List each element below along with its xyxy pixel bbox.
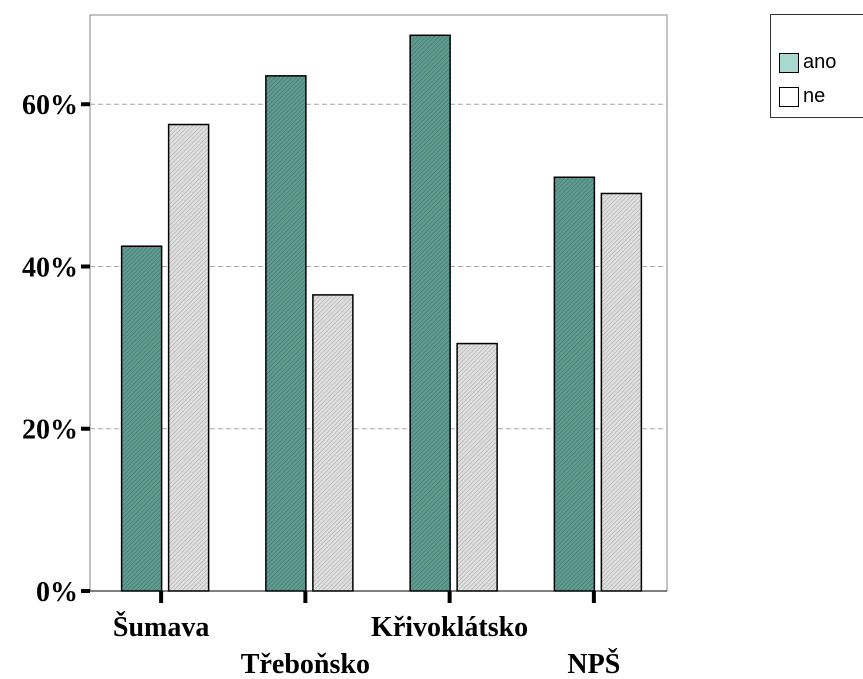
x-tick-label: Šumava	[113, 612, 209, 643]
bars	[120, 34, 643, 592]
legend-item-ne: ne	[779, 85, 825, 108]
y-tick-label: 0%	[36, 577, 78, 608]
legend: ano ne	[770, 14, 863, 118]
bar-ano	[553, 176, 596, 592]
bar-ne	[312, 294, 354, 592]
y-tick-label: 60%	[22, 90, 78, 121]
legend-label-ne: ne	[803, 85, 826, 107]
bar-ne	[600, 192, 643, 592]
x-tick-label: Křivoklátsko	[371, 612, 528, 643]
legend-swatch-ne	[779, 86, 799, 107]
legend-swatch-ano	[779, 52, 799, 73]
legend-label-ano: ano	[803, 51, 837, 73]
bar-ne	[456, 342, 498, 592]
bar-ne	[167, 123, 210, 592]
bar-ano	[265, 75, 307, 592]
y-tick-label: 40%	[22, 252, 78, 283]
x-tick-label: Třeboňsko	[241, 649, 370, 679]
x-tick-label: NPŠ	[567, 649, 620, 679]
y-tick-label: 20%	[22, 415, 78, 446]
y-axis: 0% 20% 40% 60%	[22, 90, 90, 608]
bar-ano	[409, 34, 451, 592]
legend-item-ano: ano	[779, 51, 836, 74]
bar-ano	[120, 245, 163, 592]
